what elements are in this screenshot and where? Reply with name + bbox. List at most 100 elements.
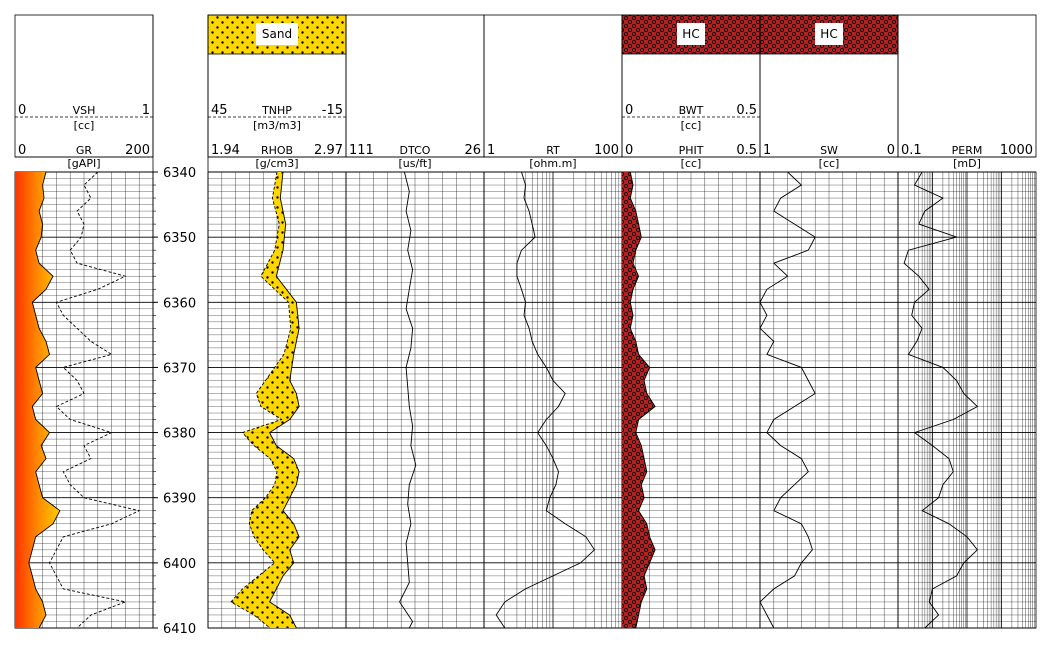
sw-sw-unit: [cc] [819,157,840,170]
phit-hc-fill [622,172,656,628]
rhob-rhob-name: RHOB [261,144,293,157]
perm-perm-min: 0.1 [901,143,922,158]
sand-fill [242,575,284,589]
sw-curve [759,171,816,629]
rhob-curve [269,171,300,629]
dtco-dtco-max: 26 [464,143,481,158]
depth-tick-label: 6340 [163,166,196,181]
rhob-fill-label-box [256,23,298,45]
depth-tick-label: 6390 [163,492,196,507]
perm-header-frame [897,14,1037,158]
dtco-header-frame [345,14,485,158]
sw-sw-min: 1 [763,143,771,158]
dtco-dtco-min: 111 [349,143,374,158]
perm-curve [903,171,979,629]
sand-fill [256,393,300,407]
gr-header-frame [14,14,154,158]
gr-vsh-unit: [cc] [74,119,95,132]
sw-grid [760,171,898,629]
sw-fill-label: HC [820,27,837,41]
rt-curve [495,171,596,629]
phit-fill-legend [621,14,761,55]
dtco-dtco-unit: [us/ft] [399,157,432,170]
gr-gr-max: 200 [125,143,150,158]
depth-tick-label: 6360 [163,296,196,311]
sand-fill [260,276,297,303]
sw-sw-name: SW [820,144,838,157]
sand-fill [274,224,286,251]
phit-bwt-unit: [cc] [681,119,702,132]
rhob-tnhp-max: -15 [322,103,343,118]
sand-fill [256,380,297,394]
phit-phit-min: 0 [625,143,633,158]
sand-fill [242,432,277,446]
sand-fill [283,328,300,355]
phit-phit-max: 0.5 [736,143,757,158]
sand-fill [258,562,294,576]
gr-vsh-name: VSH [73,104,96,117]
sand-fill [260,250,284,277]
rt-rt-max: 100 [594,143,619,158]
sand-fill [249,523,300,537]
sand-fill [274,471,300,485]
rhob-rhob-min: 1.94 [211,143,240,158]
phit-phit-name: PHIT [679,144,704,157]
rhob-rhob-max: 2.97 [314,143,343,158]
gr-gr-name: GR [76,144,93,157]
sand-fill [251,497,290,511]
sand-fill [231,588,277,602]
depth-tick-label: 6350 [163,231,196,246]
sand-fill [265,354,294,381]
depth-tick-label: 6370 [163,361,196,376]
rt-header-frame [483,14,623,158]
sand-fill [260,406,300,420]
depth-tick-label: 6410 [163,622,196,637]
gr-fill [15,172,60,628]
sand-fill [254,536,300,550]
sand-fill [263,549,294,563]
rhob-fill-label: Sand [262,27,292,41]
perm-perm-max: 1000 [1000,143,1033,158]
sw-fill-label-box [815,23,843,45]
phit-phit-unit: [cc] [681,157,702,170]
sand-fill [288,302,300,329]
sand-fill [272,172,284,199]
perm-perm-unit: [mD] [953,157,981,170]
perm-perm-name: PERM [952,144,983,157]
dtco-grid [346,171,484,629]
sand-fill [265,484,297,498]
perm-grid [897,171,1036,629]
depth-tick-label: 6400 [163,557,196,572]
gr-vsh-min: 0 [18,103,26,118]
sand-fill [272,198,286,225]
rt-rt-name: RT [546,144,560,157]
gr-gr-min: 0 [18,143,26,158]
gr-vsh-max: 1 [142,103,150,118]
rt-rt-min: 1 [487,143,495,158]
sand-fill [242,419,290,433]
depth-tick-label: 6380 [163,427,196,442]
tnhp-curve [230,171,292,629]
phit-bwt-name: BWT [679,104,704,117]
phit-fill-label: HC [682,27,699,41]
phit-curve [629,171,656,629]
phit-bwt-min: 0 [625,103,633,118]
dtco-curve [399,171,417,629]
dtco-dtco-name: DTCO [400,144,431,157]
sand-fill [254,445,294,459]
sand-fill [249,510,294,524]
sand-fill [270,458,300,472]
sand-fill [254,614,297,628]
sw-sw-max: 0 [887,143,895,158]
rhob-rhob-unit: [g/cm3] [255,157,298,170]
depth-axis: 6340 6350 6360 6370 6380 6390 6400 6410 [152,15,209,637]
rhob-tnhp-unit: [m3/m3] [253,119,301,132]
gr-curve [28,171,61,629]
gr-gr-unit: [gAPI] [68,157,101,170]
phit-bwt-max: 0.5 [736,103,757,118]
rt-rt-unit: [ohm.m] [529,157,576,170]
perm-plot-frame [897,171,1037,629]
rhob-tnhp-min: 45 [211,103,228,118]
phit-fill-label-box [677,23,705,45]
rhob-tnhp-name: TNHP [261,104,292,117]
